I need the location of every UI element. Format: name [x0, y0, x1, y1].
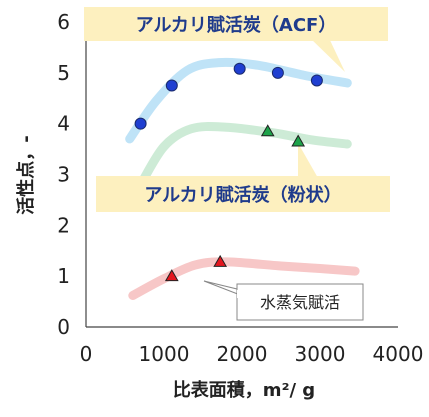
callout-acf-label: アルカリ賦活炭（ACF）	[136, 14, 337, 36]
data-point	[260, 124, 275, 137]
y-tick-label: 2	[57, 213, 70, 237]
data-point	[233, 62, 246, 75]
x-axis-title: 比表面積，m²/ g	[173, 379, 315, 401]
data-point	[310, 74, 323, 87]
x-tick-label: 2000	[217, 342, 268, 366]
trend-lines	[125, 57, 360, 300]
callout-acf: アルカリ賦活炭（ACF）	[84, 7, 388, 72]
y-axis-title: 活性点，-	[15, 135, 37, 214]
data-point	[213, 254, 228, 267]
y-tick-label: 5	[57, 61, 70, 85]
x-tick-label: 3000	[295, 342, 346, 366]
data-point	[164, 269, 179, 282]
callout-steam-label: 水蒸気賦活	[260, 293, 340, 312]
y-tick-label: 1	[57, 264, 70, 288]
data-point	[291, 134, 306, 147]
trend-line-1	[136, 122, 352, 190]
trend-line-0	[125, 57, 352, 144]
callout-powder: アルカリ賦活炭（粉状）	[96, 143, 390, 212]
data-point	[165, 79, 178, 92]
x-ticks: 0 1000 2000 3000 4000	[80, 342, 424, 366]
callout-steam: 水蒸気賦活	[203, 280, 364, 321]
x-tick-label: 0	[80, 342, 93, 366]
data-point	[134, 117, 147, 130]
trend-line-2	[128, 257, 360, 300]
data-points	[134, 62, 323, 282]
callout-powder-label: アルカリ賦活炭（粉状）	[144, 184, 341, 206]
y-tick-label: 6	[57, 10, 70, 34]
x-tick-label: 1000	[139, 342, 190, 366]
y-tick-label: 3	[57, 163, 70, 187]
data-point	[271, 66, 284, 79]
y-ticks: 0 1 2 3 4 5 6	[57, 10, 70, 339]
y-tick-label: 0	[57, 315, 70, 339]
y-tick-label: 4	[57, 112, 70, 136]
x-tick-label: 4000	[373, 342, 424, 366]
